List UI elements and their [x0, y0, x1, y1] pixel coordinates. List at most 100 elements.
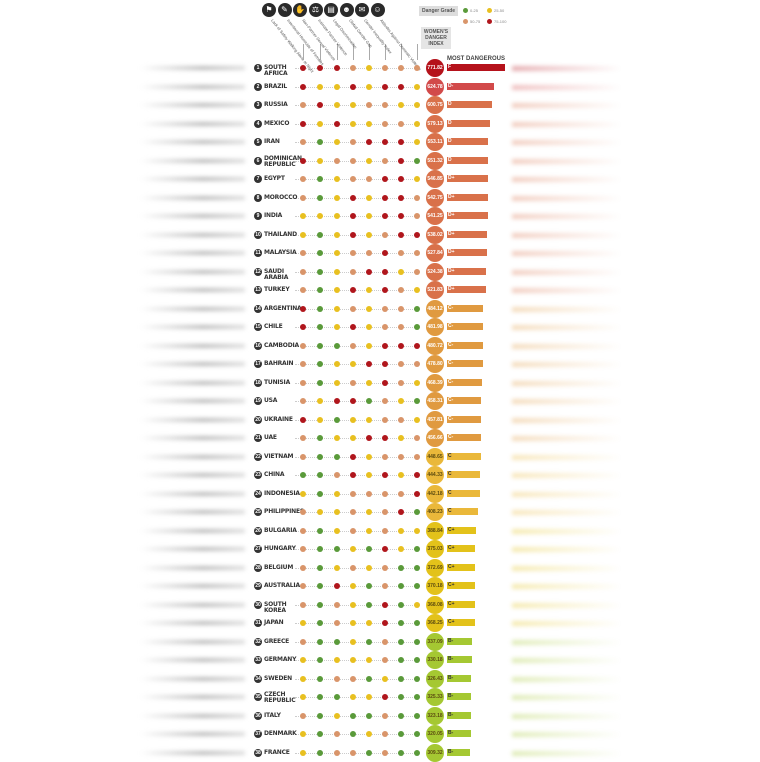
faded-right-bar	[512, 454, 622, 460]
rank-badge: 18	[254, 378, 262, 387]
rating-dot	[398, 194, 404, 201]
table-row: 8 MOROCCO 542.75 D+	[0, 188, 760, 207]
rating-dot	[300, 694, 306, 700]
rank-badge: 10	[254, 230, 262, 239]
rating-dot	[398, 157, 404, 164]
table-row: 22 VIETNAM 448.65 C	[0, 447, 760, 466]
faded-left-bar	[140, 232, 245, 237]
rating-dot	[366, 546, 372, 552]
rating-dot	[300, 305, 306, 312]
rating-dot	[350, 527, 356, 534]
faded-left-bar	[140, 491, 245, 496]
row-guide	[295, 179, 419, 180]
rating-dot	[366, 194, 372, 201]
column-tick	[401, 44, 402, 60]
index-bar	[447, 323, 484, 330]
rank-badge: 25	[254, 508, 262, 516]
inequality-icon: ✉	[355, 3, 369, 17]
index-value: 480.72	[426, 336, 444, 355]
rating-dot	[366, 139, 372, 145]
rating-dot	[398, 361, 404, 367]
row-guide	[295, 660, 419, 661]
rating-dot	[317, 527, 323, 534]
faded-left-bar	[140, 140, 245, 144]
rating-dot	[414, 527, 420, 534]
grade-label: D+	[448, 230, 455, 237]
rank-badge: 20	[254, 415, 262, 424]
rating-dot	[382, 250, 388, 256]
rating-dot	[350, 694, 356, 700]
rank-badge: 36	[254, 711, 262, 720]
rating-dot	[366, 250, 372, 256]
table-row: 5 IRAN 553.11 D	[0, 133, 760, 151]
rating-dot	[334, 287, 340, 293]
rating-dot	[300, 509, 306, 515]
row-guide	[295, 216, 419, 217]
index-bar	[447, 119, 491, 127]
rating-dot	[414, 453, 420, 460]
rating-dot	[300, 120, 306, 127]
violence-icon: ✋	[293, 3, 307, 17]
rating-dot	[382, 324, 388, 330]
rating-dot	[414, 490, 420, 497]
rating-dot	[398, 453, 404, 460]
rating-dot	[398, 472, 404, 478]
rating-dot	[398, 583, 404, 589]
index-bar	[447, 175, 488, 182]
grade-label: D+	[448, 286, 455, 292]
faded-left-bar	[140, 306, 245, 311]
grade-label: D+	[448, 267, 455, 274]
rating-dot	[350, 361, 356, 367]
rating-dot	[398, 546, 404, 552]
row-guide	[295, 752, 419, 754]
rating-dot	[398, 250, 404, 256]
rating-dot	[414, 342, 420, 349]
rating-dot	[300, 379, 306, 386]
faded-left-bar	[140, 436, 245, 440]
rating-dot	[317, 694, 323, 700]
homicide-icon: ✎	[277, 3, 292, 17]
grade-label: C	[448, 471, 452, 477]
table-row: 31 JAPAN 368.25 C+	[0, 614, 760, 632]
rating-dot	[317, 213, 323, 219]
index-value: 484.12	[426, 299, 444, 318]
table-row: 11 MALAYSIA 527.84 D+	[0, 244, 760, 262]
rating-dot	[350, 564, 356, 571]
rating-dot	[334, 231, 340, 238]
grade-label: C-	[448, 304, 454, 311]
country-name: PHILIPPINES	[264, 508, 304, 515]
country-name: ITALY	[264, 711, 281, 719]
row-guide	[295, 68, 419, 69]
faded-right-bar	[512, 676, 622, 682]
rank-badge: 37	[254, 730, 262, 738]
faded-left-bar	[140, 103, 245, 107]
index-value: 546.85	[426, 170, 444, 188]
rating-dot	[317, 231, 323, 238]
rating-dot	[350, 213, 356, 219]
faded-left-bar	[140, 121, 245, 126]
rating-dot	[382, 509, 388, 515]
rank-badge: 9	[254, 212, 262, 220]
most-dangerous-label: Most Dangerous	[447, 56, 506, 62]
country-name: MEXICO	[264, 119, 290, 127]
table-row: 33 GERMANY 330.18 B-	[0, 651, 760, 669]
table-row: 2 BRAZIL 624.78 D-	[0, 77, 760, 96]
index-value: 323.18	[426, 706, 444, 725]
index-value: 330.18	[426, 651, 444, 669]
grade-label: D+	[448, 193, 455, 200]
rating-dot	[300, 83, 306, 90]
rating-dot	[382, 194, 388, 201]
table-row: 19 USA 458.31 C-	[0, 392, 760, 410]
rating-dot	[300, 250, 306, 256]
rating-dot	[350, 83, 356, 90]
faded-right-bar	[512, 214, 622, 219]
rating-dot	[366, 527, 372, 534]
faded-left-bar	[140, 528, 245, 533]
rating-dot	[366, 472, 372, 478]
rating-dot	[317, 490, 323, 497]
rating-dot	[414, 231, 420, 238]
faded-right-bar	[512, 732, 622, 737]
faded-right-bar	[512, 713, 622, 719]
rating-dot	[398, 213, 404, 219]
index-value: 527.84	[426, 244, 444, 262]
